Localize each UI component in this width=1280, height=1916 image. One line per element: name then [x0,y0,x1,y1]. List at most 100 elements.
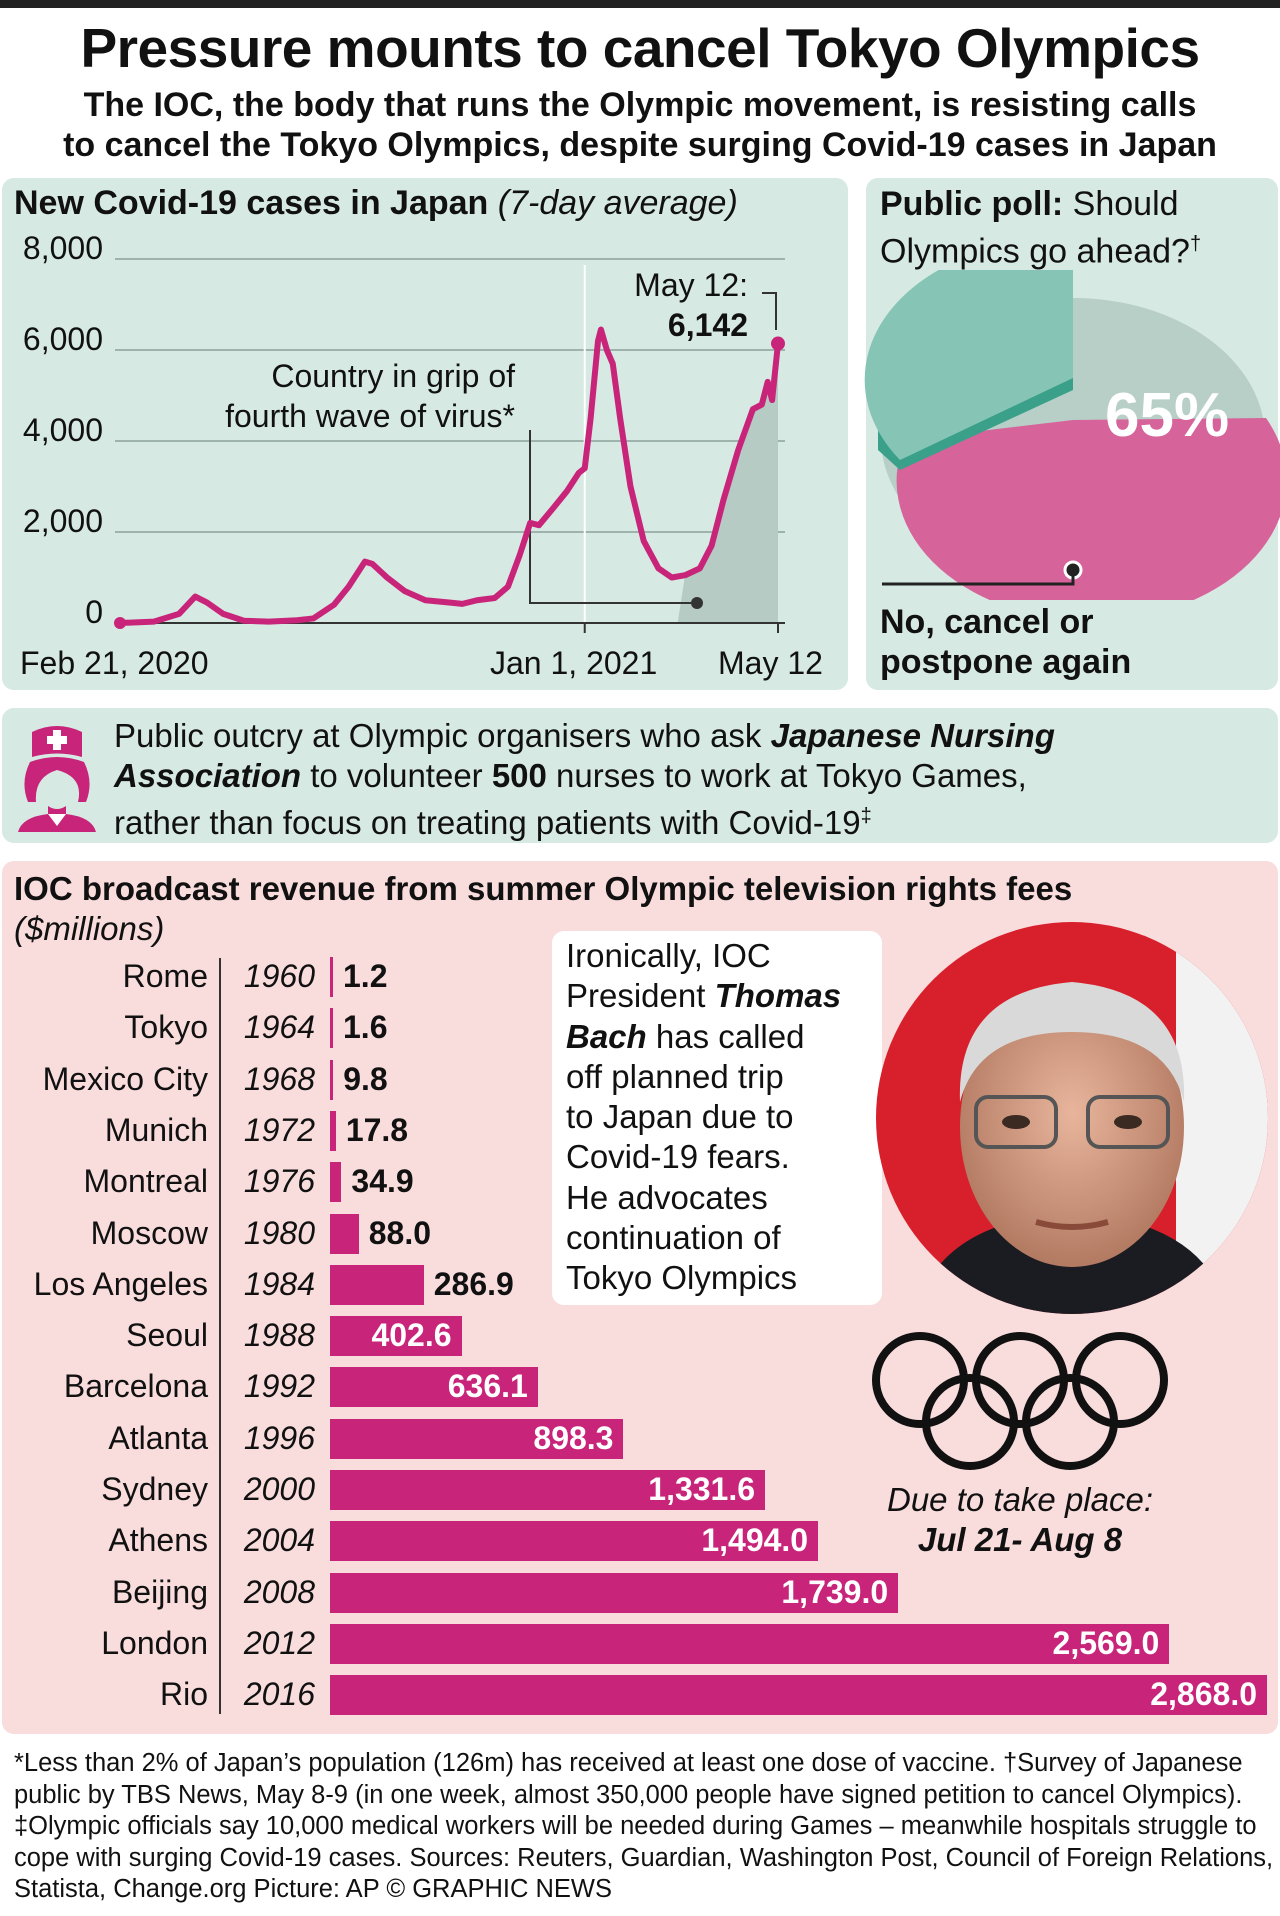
cases-line [119,326,781,626]
revenue-bar [330,1521,819,1562]
bar-city-label: London [101,1624,208,1661]
revenue-bar [330,1213,359,1254]
revenue-bar [330,1316,462,1357]
revenue-bar [330,1418,624,1459]
bar-value-label: 636.1 [447,1368,528,1405]
bach-text-line: Tokyo Olympics [566,1259,798,1297]
dagger-mark: † [1189,233,1202,255]
bach-text-line: Covid-19 fears. [566,1138,790,1176]
bach-text-line: off planned trip [566,1057,784,1095]
bar-year-label: 1968 [243,1060,315,1097]
revenue-bar [330,1470,766,1510]
poll-title-bold: Public poll: [880,185,1064,223]
bar-value-label: 1,494.0 [701,1522,809,1559]
end-point [771,336,785,351]
pie-slice-yes [864,270,1073,460]
bar-year-label: 2012 [243,1624,315,1661]
bach-text-line: He advocates [566,1178,768,1216]
nurse-text-part: Public outcry at Olympic organisers who … [114,717,771,754]
bar-city-label: Tokyo [124,1009,208,1046]
bar-value-label: 1.2 [343,958,388,994]
bar-year-label: 2000 [243,1471,315,1507]
bar-city-label: Athens [108,1522,208,1559]
revenue-bar [330,1008,333,1049]
bar-value-label: 898.3 [533,1419,614,1456]
games-due-label: Due to take place: [887,1481,1153,1518]
nurse-text-part: to volunteer [301,757,492,794]
revenue-bar [330,1264,424,1305]
games-dates-value: Jul 21- Aug 8 [917,1521,1123,1558]
revenue-bar [330,1623,1170,1664]
nurse-text-part: nurses to work at Tokyo Games, [546,757,1027,794]
bar-year-label: 2016 [243,1676,315,1713]
covid-line-chart [114,258,785,633]
bach-textbox [552,931,882,1305]
revenue-bar [330,1572,899,1613]
bar-year-label: 1960 [243,958,315,994]
nurse-count: 500 [491,757,547,794]
top-bar [0,0,1280,8]
poll-title-line2: Olympics go ahead? [880,232,1190,271]
bar-value-label: 9.8 [343,1060,388,1097]
nurse-icon [18,726,96,832]
bach-text-line: has called [646,1017,805,1055]
poll-title-rest: Should [1072,185,1179,223]
bar-year-label: 1976 [243,1163,315,1200]
bar-year-label: 1964 [243,1009,315,1046]
games-dates: Due to take place: Jul 21- Aug 8 [860,1480,1180,1560]
page-title: Pressure mounts to cancel Tokyo Olympics [80,17,1200,79]
pie-label-line: postpone again [880,643,1132,681]
last-value-label: 6,142 [667,307,748,343]
revenue-title: IOC broadcast revenue from summer Olympi… [14,870,1073,907]
bar-year-label: 2008 [243,1573,315,1610]
chart-subtitle-text: (7-day average) [497,184,738,222]
y-tick: 4,000 [22,412,103,448]
bar-year-label: 1972 [243,1111,315,1148]
bar-year-label: 1988 [243,1317,315,1354]
bar-city-label: Rio [159,1676,208,1713]
bar-value-label: 34.9 [351,1163,414,1200]
bar-value-label: 1,739.0 [781,1573,889,1610]
olympic-rings-icon [872,1332,1168,1470]
pie-value-label: 65% [1105,381,1230,450]
pie-slice-label: No, cancel or postpone again [880,602,1131,682]
bach-text-line: continuation of [566,1219,781,1257]
nurse-text: Public outcry at Olympic organisers who … [114,716,1264,843]
start-point [114,617,126,629]
bar-city-label: Munich [104,1111,208,1148]
wave-annotation: Country in grip of fourth wave of virus* [150,356,515,436]
bach-name: Bach [566,1017,647,1055]
bach-text: Ironically, IOC President Thomas Bach ha… [566,936,841,1299]
revenue-bar [330,1367,538,1408]
revenue-subtitle: ($millions) [14,910,165,947]
y-tick: 2,000 [22,503,103,539]
y-tick: 6,000 [22,321,103,357]
subtitle-line2: to cancel the Tokyo Olympics, despite su… [63,126,1217,164]
nurse-association-name: Japanese Nursing [770,717,1055,754]
bar-year-label: 1980 [243,1214,315,1251]
bach-text-line: Ironically, IOC [566,937,771,974]
x-tick: Feb 21, 2020 [20,645,209,681]
y-tick: 8,000 [22,230,103,266]
bar-value-label: 402.6 [371,1317,452,1354]
footnote: *Less than 2% of Japan’s population (126… [14,1749,1274,1903]
bar-city-label: Sydney [101,1471,208,1507]
poll-pie-chart [864,270,1280,600]
bar-value-label: 286.9 [433,1265,514,1302]
bach-text-line: President [566,977,715,1015]
nurse-association-name: Association [114,757,302,794]
last-date-label: May 12: [634,267,748,303]
bach-text-line: to Japan due to [566,1098,794,1136]
subtitle-line1: The IOC, the body that runs the Olympic … [83,86,1197,124]
bar-value-label: 1,331.6 [648,1471,756,1507]
bar-city-label: Seoul [126,1317,208,1354]
x-tick: Jan 1, 2021 [490,645,658,681]
bar-value-label: 88.0 [368,1214,432,1251]
bar-city-label: Moscow [90,1214,208,1251]
annotation-leader [529,430,697,604]
bar-city-label: Los Angeles [33,1265,208,1302]
bar-value-label: 2,569.0 [1052,1624,1160,1661]
bar-value-label: 17.8 [345,1111,409,1148]
annotation-dot [691,597,703,609]
pie-slice-no [896,418,1280,600]
